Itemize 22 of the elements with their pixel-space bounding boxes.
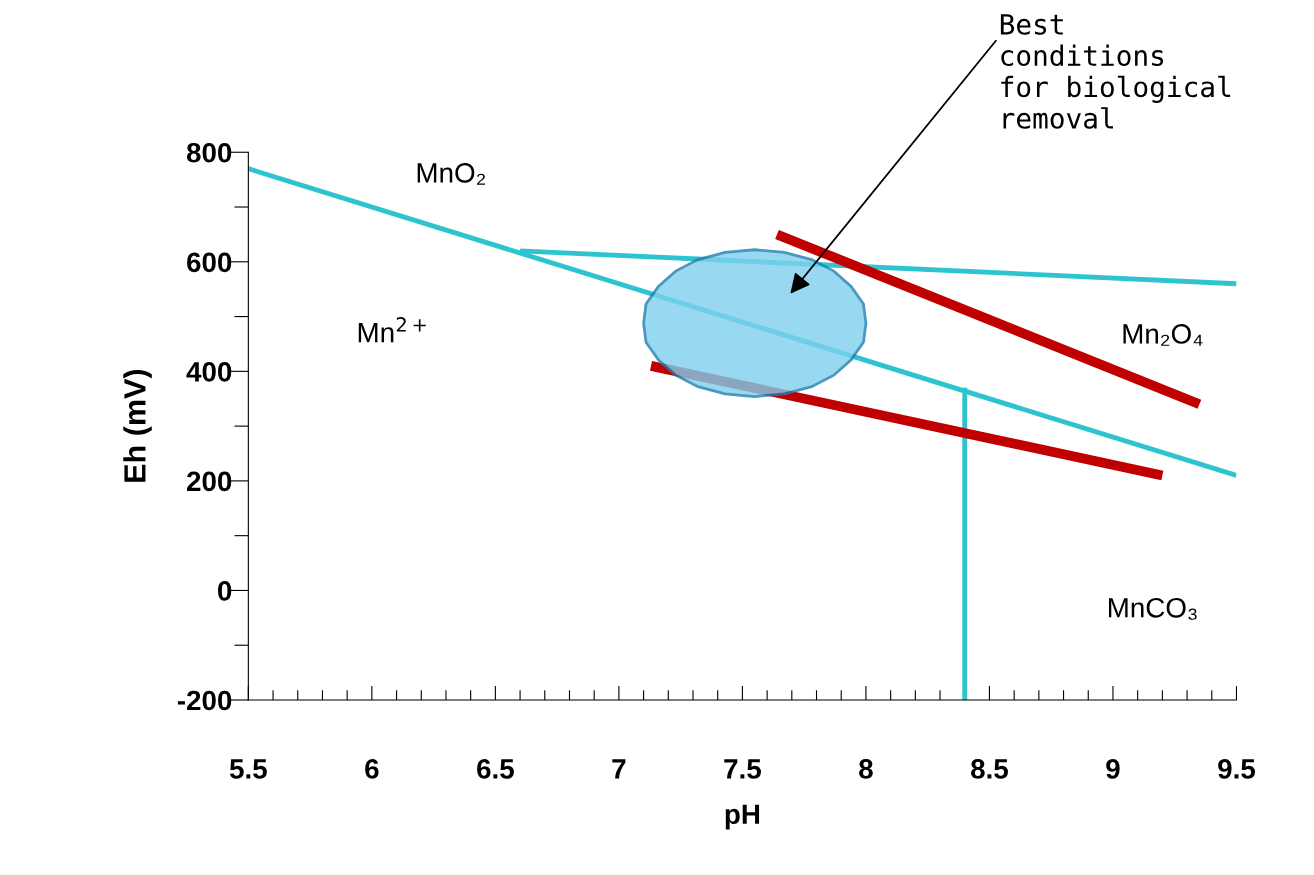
x-tick-label: 7.5 [724,759,761,779]
y-tick-label: 0 [218,581,232,601]
y-axis-title: Eh (mV) [123,369,152,482]
y-tick-label: 400 [186,362,232,382]
x-tick-label: 8.5 [971,759,1008,779]
x-tick-label: 5.5 [229,759,267,779]
y-tick-label: 200 [187,471,232,492]
annotation: MnCO₃ [1108,597,1197,620]
annotation: MnO₂ [417,163,486,185]
x-tick-label: 9.5 [1218,759,1256,779]
x-tick-label: 6 [365,759,379,779]
y-tick-label: 600 [187,252,232,273]
y-tick-label: 800 [186,142,232,163]
text: Best conditions for biological removal [1000,14,1231,129]
x-tick-label: 6.5 [477,759,514,779]
x-tick-label: 7 [612,759,626,779]
annotation: Mn$^{2+}$ [358,317,426,343]
x-axis-title: pH [725,804,760,830]
y-tick-label: -200 [177,690,232,711]
x-tick-label: 9 [1106,759,1120,779]
x-tick-label: 8 [859,759,873,779]
annotation: Mn₂O₄ [1123,324,1203,346]
